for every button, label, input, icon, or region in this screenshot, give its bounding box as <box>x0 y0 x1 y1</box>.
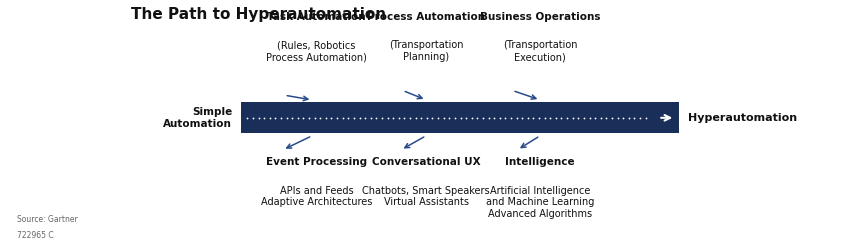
Text: Hyperautomation: Hyperautomation <box>688 113 797 123</box>
Text: Simple
Automation: Simple Automation <box>163 107 232 129</box>
Text: Task Automation: Task Automation <box>268 12 365 22</box>
Text: The Path to Hyperautomation: The Path to Hyperautomation <box>131 7 386 22</box>
Text: 722965 C: 722965 C <box>17 231 53 238</box>
Text: Artificial Intelligence
and Machine Learning
Advanced Algorithms: Artificial Intelligence and Machine Lear… <box>486 186 594 219</box>
Text: Intelligence: Intelligence <box>506 157 575 167</box>
Text: Event Processing: Event Processing <box>266 157 367 167</box>
Text: Business Operations: Business Operations <box>480 12 600 22</box>
Text: Process Automation: Process Automation <box>367 12 485 22</box>
Text: (Transportation
Planning): (Transportation Planning) <box>389 40 463 62</box>
Text: Chatbots, Smart Speakers
Virtual Assistants: Chatbots, Smart Speakers Virtual Assista… <box>362 186 490 207</box>
Text: (Rules, Robotics
Process Automation): (Rules, Robotics Process Automation) <box>266 40 367 62</box>
Bar <box>241 102 679 133</box>
Text: Conversational UX: Conversational UX <box>372 157 480 167</box>
Text: APIs and Feeds
Adaptive Architectures: APIs and Feeds Adaptive Architectures <box>261 186 372 207</box>
Text: Source: Gartner: Source: Gartner <box>17 215 78 224</box>
Text: (Transportation
Execution): (Transportation Execution) <box>503 40 577 62</box>
